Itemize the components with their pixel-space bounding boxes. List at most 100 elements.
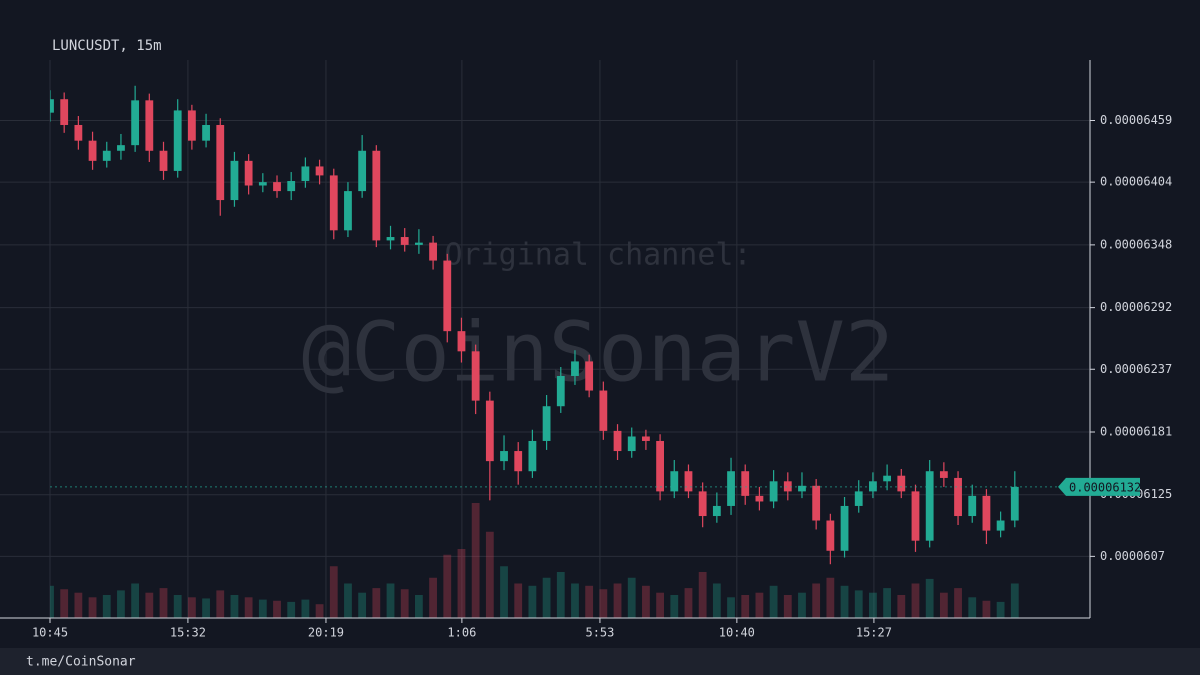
candle-body (684, 471, 693, 492)
volume-bar (429, 577, 437, 618)
candle-body (571, 361, 579, 376)
candle-body (812, 485, 821, 521)
x-tick-label: 10:45 (32, 626, 68, 640)
candle-body (273, 182, 281, 192)
candle-body (187, 110, 196, 141)
candles (50, 85, 1019, 565)
candle-body (485, 400, 494, 462)
volume-bar (571, 583, 579, 618)
volume-bar (60, 589, 69, 618)
x-tick-label: 1:06 (447, 626, 476, 640)
volume-bar (102, 595, 111, 618)
volume-bar (982, 600, 991, 618)
volume-bar (741, 595, 750, 618)
candle-body (712, 505, 721, 517)
volume-bar (358, 592, 367, 618)
x-tick-label: 15:32 (170, 626, 206, 640)
candle-body (599, 390, 608, 431)
last-price-tag (1058, 477, 1140, 496)
candle-body (50, 99, 54, 113)
candle-body (301, 166, 310, 182)
volume-bar (585, 585, 594, 618)
candle-body (74, 124, 83, 141)
volume-bar (216, 590, 225, 618)
y-tick-label: 0.00006292 (1100, 300, 1172, 314)
y-tick-label: 0.00006459 (1100, 113, 1172, 127)
volume-bar (344, 583, 352, 618)
candle-body (443, 260, 452, 332)
y-tick-label: 0.00006181 (1100, 425, 1172, 439)
candle-body (287, 181, 296, 192)
volume-bar (769, 585, 778, 618)
candle-body (344, 191, 352, 231)
volume-bar (244, 597, 253, 618)
volume-bar (925, 578, 934, 618)
volume-bar (613, 583, 622, 618)
volume-bar (386, 583, 395, 618)
candle-body (471, 351, 480, 401)
volume-bar (883, 588, 892, 618)
candle-body (769, 481, 778, 502)
candle-body (315, 166, 324, 176)
candle-body (159, 150, 168, 171)
watermark-line: Original channel: (444, 238, 751, 273)
x-tick-label: 10:40 (719, 626, 755, 640)
candle-body (613, 430, 622, 452)
volume-bar (372, 588, 381, 618)
volume-bar (627, 577, 636, 618)
candle-body (457, 331, 466, 352)
y-tick-label: 0.00006237 (1100, 362, 1172, 376)
x-tick-label: 15:27 (856, 626, 892, 640)
volume-bar (414, 595, 423, 618)
chart-title: LUNCUSDT, 15m (52, 38, 162, 54)
candle-body (173, 110, 182, 171)
volume-bar (443, 554, 452, 618)
candle-body (656, 440, 664, 492)
volume-bar (897, 595, 906, 618)
volume-bar (131, 583, 140, 618)
candle-body (897, 475, 906, 492)
candle-body (514, 451, 523, 472)
volume-bar (315, 604, 324, 618)
y-tick-label: 0.0000607 (1100, 549, 1165, 563)
footer-text: t.me/CoinSonar (26, 655, 136, 670)
last-price-label: 0.00006132 (1069, 480, 1141, 494)
candle-body (88, 140, 97, 161)
candle-body (925, 471, 934, 541)
candle-body (131, 100, 140, 146)
candle-body (826, 520, 835, 551)
volume-bar (187, 597, 196, 618)
volume-bar (500, 566, 508, 618)
candle-body (102, 150, 111, 161)
volume-bar (840, 585, 849, 618)
volume-bar (528, 585, 537, 618)
volume-bar (230, 595, 239, 618)
volume-bar (670, 595, 679, 618)
volume-bar (854, 590, 863, 618)
candle-body (258, 182, 267, 186)
candle-body (670, 471, 679, 492)
candle-body (996, 520, 1005, 531)
volume-bar (556, 572, 565, 618)
volume-bar (471, 503, 480, 618)
candle-body (755, 495, 764, 502)
volume-bar (712, 583, 721, 618)
volume-bar (273, 600, 281, 618)
candle-body (698, 491, 707, 517)
footer-bar (0, 648, 1200, 675)
volume-bar (287, 601, 296, 618)
candle-body (939, 471, 948, 478)
x-tick-label: 20:19 (308, 626, 344, 640)
y-tick-label: 0.00006348 (1100, 237, 1172, 251)
candle-body (145, 100, 154, 151)
volume-bar (117, 590, 125, 618)
volume-bar (258, 599, 267, 618)
volume-bar (159, 588, 168, 618)
volume-bar (50, 585, 54, 618)
volume-bar (911, 583, 920, 618)
candle-body (911, 491, 920, 541)
candle-body (528, 440, 537, 472)
candle-body (954, 477, 962, 517)
volume-bar (301, 599, 310, 618)
